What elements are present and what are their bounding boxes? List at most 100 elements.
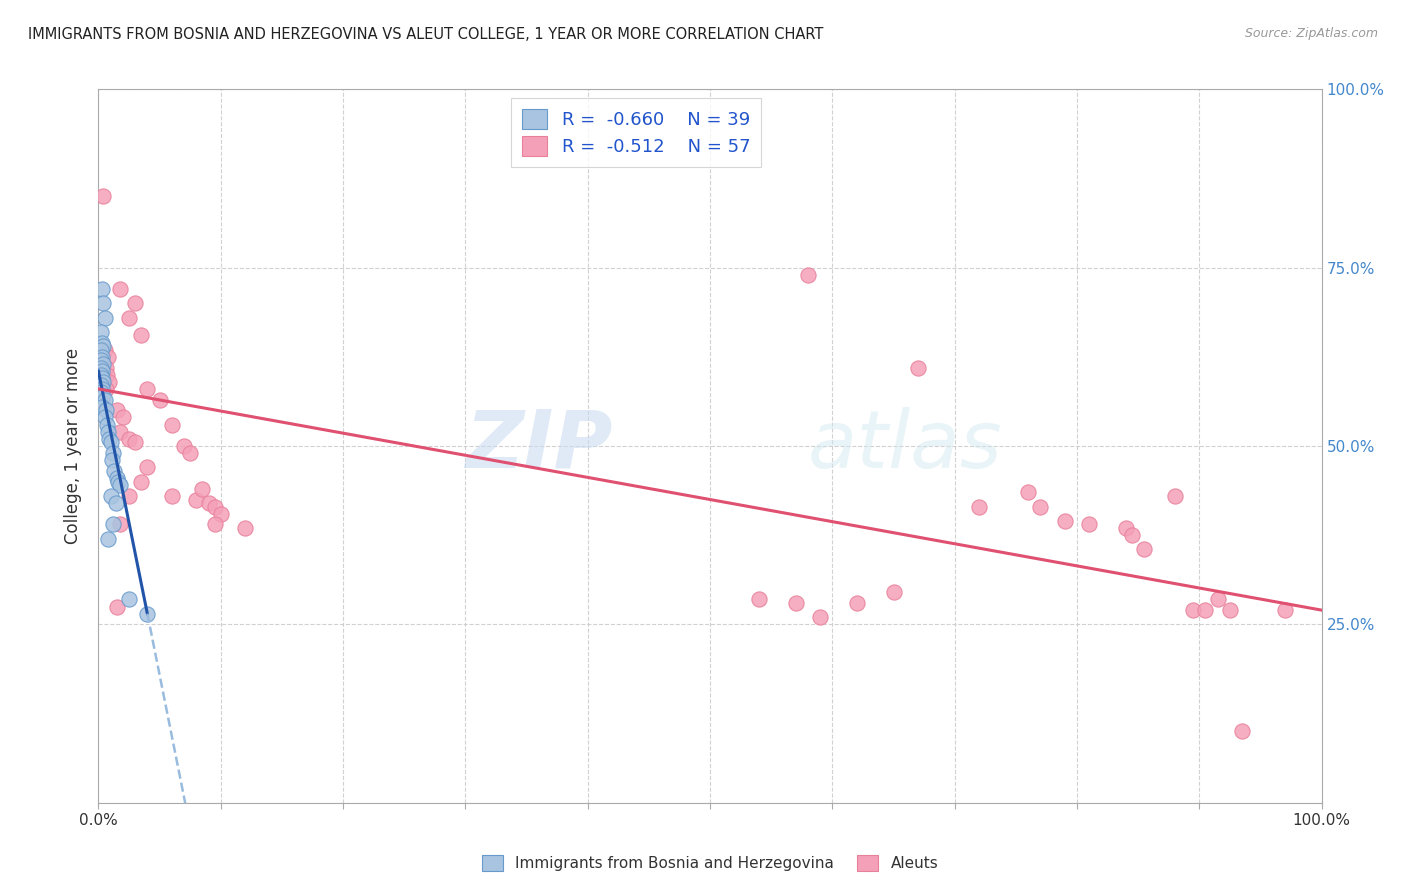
Point [91,364,114,378]
Point [136,382,159,396]
Point [93,343,115,357]
Point [1164,489,1187,503]
Point [103,464,125,478]
Point [91,339,114,353]
Point [1274,603,1296,617]
Point [110,282,132,296]
Point [808,610,831,624]
Point [179,446,201,460]
Point [91,189,114,203]
Point [91,392,114,407]
Point [91,375,114,389]
Text: Source: ZipAtlas.com: Source: ZipAtlas.com [1244,27,1378,40]
Point [90,353,112,368]
Point [204,517,226,532]
Point [845,596,868,610]
Y-axis label: College, 1 year or more: College, 1 year or more [65,348,83,544]
Point [105,471,128,485]
Point [97,532,120,546]
Point [90,368,112,382]
Point [96,417,118,432]
Text: atlas: atlas [808,407,1002,485]
Point [110,425,132,439]
Point [136,607,159,621]
Point [1053,514,1076,528]
Point [110,517,132,532]
Point [1133,542,1156,557]
Point [101,517,124,532]
Point [124,435,146,450]
Point [111,410,134,425]
Point [100,435,122,450]
Point [90,385,112,400]
Point [967,500,990,514]
Point [1017,485,1039,500]
Point [907,360,929,375]
Point [191,482,214,496]
Point [883,585,905,599]
Point [1219,603,1241,617]
Point [91,400,114,414]
Point [98,432,121,446]
Point [1182,603,1205,617]
Point [91,296,114,310]
Point [1078,517,1101,532]
Point [1115,521,1137,535]
Point [209,507,232,521]
Point [98,375,121,389]
Point [1194,603,1216,617]
Point [1230,724,1253,739]
Point [96,368,118,382]
Point [149,392,172,407]
Text: ZIP: ZIP [465,407,612,485]
Point [118,432,141,446]
Point [91,357,114,371]
Point [90,325,112,339]
Point [118,310,141,325]
Point [1121,528,1143,542]
Point [118,592,141,607]
Point [93,392,115,407]
Point [91,389,114,403]
Point [105,403,128,417]
Point [101,446,124,460]
Point [129,475,152,489]
Point [94,360,117,375]
Point [107,475,129,489]
Point [97,425,120,439]
Point [90,343,112,357]
Point [91,371,114,385]
Text: IMMIGRANTS FROM BOSNIA AND HERZEGOVINA VS ALEUT COLLEGE, 1 YEAR OR MORE CORRELAT: IMMIGRANTS FROM BOSNIA AND HERZEGOVINA V… [28,27,824,42]
Point [104,496,127,510]
Point [797,268,820,282]
Point [785,596,807,610]
Point [110,478,132,492]
Point [197,496,219,510]
Point [91,382,114,396]
Point [91,350,114,364]
Point [1206,592,1229,607]
Point [233,521,256,535]
Point [1029,500,1052,514]
Legend: Immigrants from Bosnia and Herzegovina, Aleuts: Immigrants from Bosnia and Herzegovina, … [475,849,945,877]
Point [90,378,112,392]
Point [748,592,770,607]
Point [186,492,208,507]
Point [124,296,146,310]
Point [204,500,226,514]
Point [105,599,128,614]
Point [94,403,117,417]
Point [94,382,117,396]
Point [160,417,183,432]
Point [136,460,159,475]
Point [93,410,115,425]
Point [118,489,141,503]
Point [91,335,114,350]
Point [91,282,114,296]
Point [101,453,124,467]
Point [93,310,115,325]
Point [160,489,183,503]
Point [97,350,120,364]
Point [129,328,152,343]
Point [90,360,112,375]
